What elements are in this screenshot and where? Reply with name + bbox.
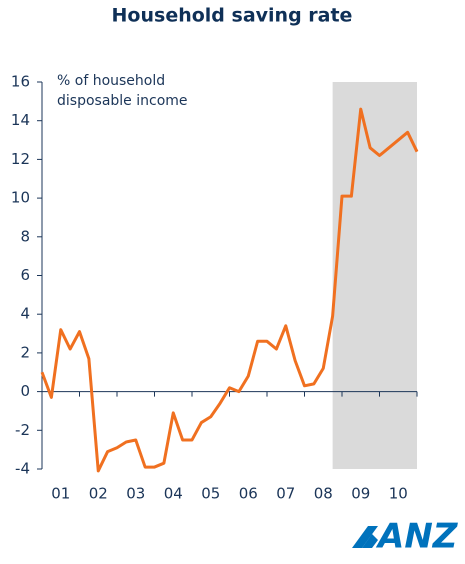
y-tick-label: 0 bbox=[20, 382, 30, 400]
x-tick-label: 08 bbox=[314, 485, 333, 503]
y-tick-label: 6 bbox=[20, 266, 30, 284]
y-tick-label: -4 bbox=[15, 460, 30, 478]
y-tick-label: 12 bbox=[11, 150, 30, 168]
y-tick-label: 2 bbox=[20, 343, 30, 361]
highlight bbox=[332, 82, 417, 469]
logo-icon bbox=[352, 526, 378, 548]
x-tick-label: 07 bbox=[276, 485, 295, 503]
logo: ANZ bbox=[375, 517, 459, 557]
x-tick-label: 03 bbox=[126, 485, 145, 503]
y-tick-label: 8 bbox=[20, 227, 30, 245]
y-tick-label: 16 bbox=[11, 73, 30, 91]
series-line bbox=[40, 107, 419, 473]
y-tick-label: 4 bbox=[20, 305, 30, 323]
x-tick-label: 06 bbox=[239, 485, 258, 503]
y-tick-label: 14 bbox=[11, 111, 30, 129]
y-label: % of household bbox=[57, 73, 165, 89]
x-tick-label: 04 bbox=[164, 485, 183, 503]
x-tick-label: 10 bbox=[389, 485, 408, 503]
x-tick-label: 01 bbox=[51, 485, 70, 503]
y-tick-label: -2 bbox=[15, 421, 30, 439]
y-label: disposable income bbox=[57, 93, 188, 109]
y-tick-label: 10 bbox=[11, 189, 30, 207]
chart-title: Household saving rate bbox=[112, 5, 353, 27]
x-tick-label: 09 bbox=[351, 485, 370, 503]
x-tick-label: 02 bbox=[89, 485, 108, 503]
x-tick-label: 05 bbox=[201, 485, 220, 503]
